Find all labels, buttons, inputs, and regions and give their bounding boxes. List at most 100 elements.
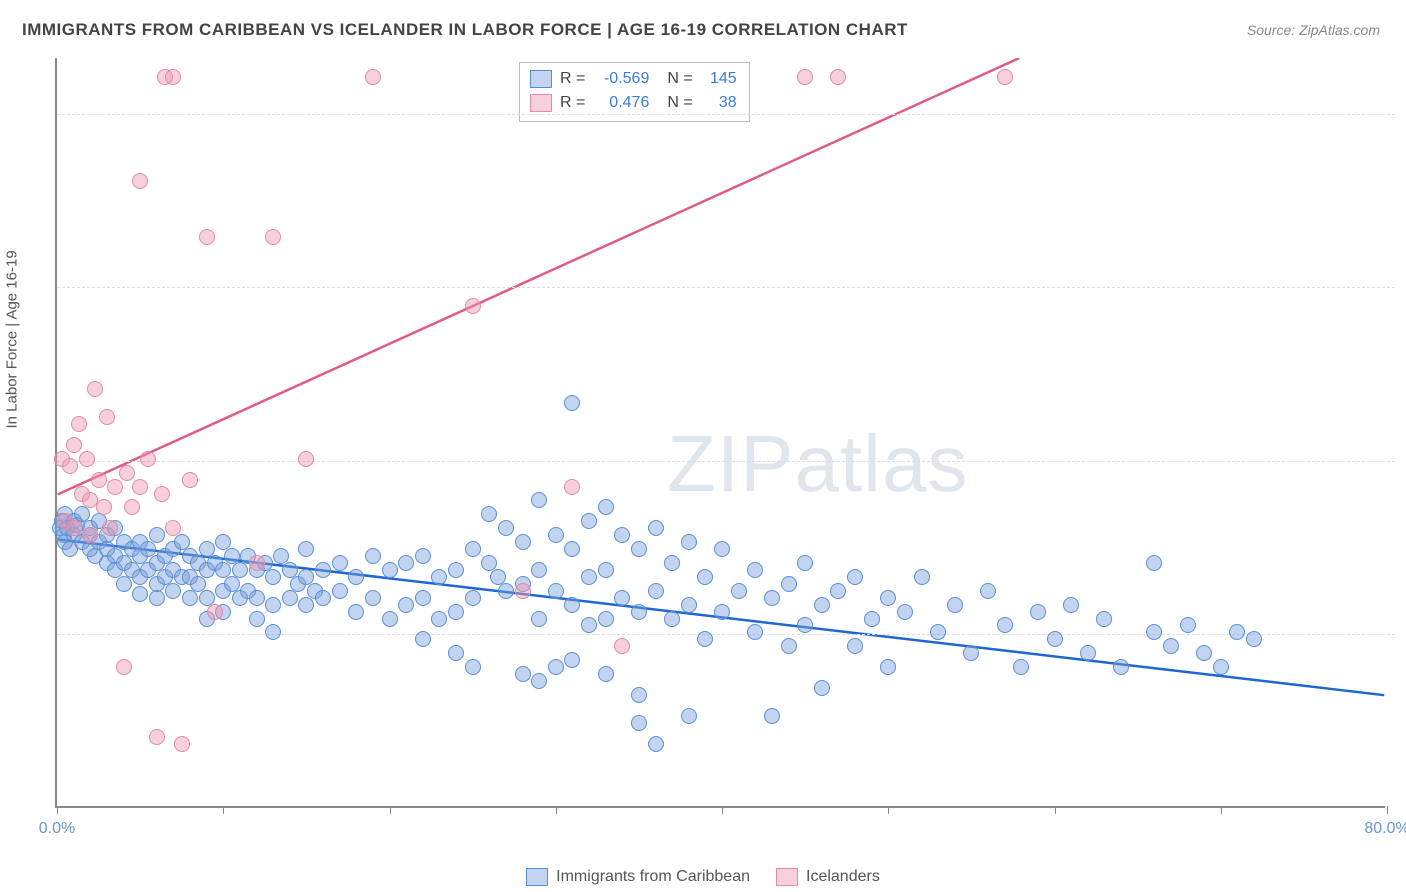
data-point (797, 555, 813, 571)
data-point (249, 555, 265, 571)
x-tick (888, 806, 889, 814)
data-point (207, 604, 223, 620)
data-point (1080, 645, 1096, 661)
data-point (382, 562, 398, 578)
data-point (531, 492, 547, 508)
data-point (265, 229, 281, 245)
data-point (365, 590, 381, 606)
data-point (102, 520, 118, 536)
data-point (107, 479, 123, 495)
n-label: N = (667, 67, 692, 91)
data-point (614, 527, 630, 543)
data-point (149, 527, 165, 543)
data-point (764, 590, 780, 606)
gridline (57, 114, 1395, 115)
data-point (149, 729, 165, 745)
data-point (814, 597, 830, 613)
data-point (298, 597, 314, 613)
data-point (581, 617, 597, 633)
data-point (116, 576, 132, 592)
data-point (1246, 631, 1262, 647)
n-value-series2: 38 (701, 91, 737, 115)
data-point (132, 586, 148, 602)
data-point (531, 611, 547, 627)
data-point (531, 562, 547, 578)
n-value-series1: 145 (701, 67, 737, 91)
data-point (99, 409, 115, 425)
data-point (847, 569, 863, 585)
data-point (564, 479, 580, 495)
data-point (631, 604, 647, 620)
data-point (298, 451, 314, 467)
n-label: N = (667, 91, 692, 115)
data-point (781, 576, 797, 592)
data-point (515, 666, 531, 682)
watermark: ZIPatlas (667, 418, 968, 510)
data-point (897, 604, 913, 620)
data-point (864, 611, 880, 627)
data-point (465, 659, 481, 675)
data-point (614, 638, 630, 654)
data-point (631, 715, 647, 731)
data-point (598, 611, 614, 627)
data-point (648, 583, 664, 599)
data-point (315, 562, 331, 578)
data-point (62, 458, 78, 474)
data-point (265, 569, 281, 585)
y-axis-label: In Labor Force | Age 16-19 (4, 250, 21, 428)
r-value-series2: 0.476 (593, 91, 649, 115)
legend-swatch-series1 (526, 868, 548, 886)
data-point (1180, 617, 1196, 633)
legend-label-series2: Icelanders (806, 868, 880, 886)
legend-item-series1: Immigrants from Caribbean (526, 868, 750, 886)
data-point (664, 611, 680, 627)
data-point (96, 499, 112, 515)
data-point (348, 604, 364, 620)
data-point (415, 590, 431, 606)
data-point (1063, 597, 1079, 613)
data-point (564, 597, 580, 613)
data-point (697, 631, 713, 647)
data-point (265, 624, 281, 640)
gridline (57, 287, 1395, 288)
data-point (132, 173, 148, 189)
data-point (631, 541, 647, 557)
data-point (930, 624, 946, 640)
data-point (66, 437, 82, 453)
data-point (714, 541, 730, 557)
data-point (581, 513, 597, 529)
data-point (415, 548, 431, 564)
data-point (182, 472, 198, 488)
data-point (564, 652, 580, 668)
data-point (348, 569, 364, 585)
data-point (1163, 638, 1179, 654)
data-point (165, 69, 181, 85)
data-point (747, 562, 763, 578)
scatter-chart: ZIPatlas R = -0.569 N = 145 R = 0.476 N … (55, 58, 1385, 808)
x-tick (57, 806, 58, 814)
data-point (398, 555, 414, 571)
data-point (980, 583, 996, 599)
data-point (880, 659, 896, 675)
data-point (165, 583, 181, 599)
x-tick (390, 806, 391, 814)
data-point (515, 534, 531, 550)
data-point (82, 527, 98, 543)
data-point (1013, 659, 1029, 675)
data-point (997, 69, 1013, 85)
data-point (282, 590, 298, 606)
data-point (1096, 611, 1112, 627)
trend-lines (57, 58, 1385, 806)
data-point (332, 555, 348, 571)
data-point (66, 520, 82, 536)
source-attribution: Source: ZipAtlas.com (1247, 22, 1380, 38)
data-point (448, 645, 464, 661)
data-point (1146, 555, 1162, 571)
data-point (140, 451, 156, 467)
data-point (681, 534, 697, 550)
data-point (365, 69, 381, 85)
data-point (465, 298, 481, 314)
data-point (1047, 631, 1063, 647)
stats-row-series1: R = -0.569 N = 145 (530, 67, 737, 91)
data-point (581, 569, 597, 585)
